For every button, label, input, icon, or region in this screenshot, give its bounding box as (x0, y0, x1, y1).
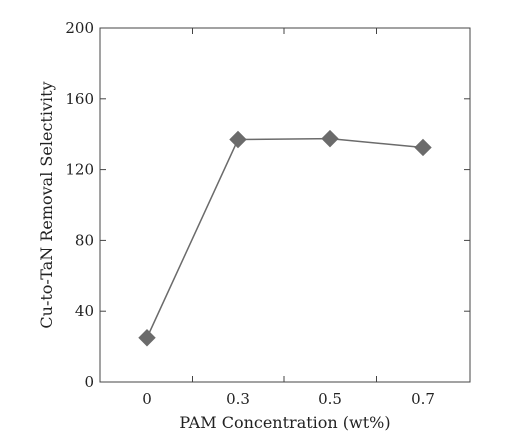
y-tick-label: 0 (84, 373, 94, 391)
data-point-diamond (414, 138, 432, 157)
y-tick-label: 80 (75, 231, 94, 249)
series-line (146, 137, 424, 339)
x-tick-label: 0.5 (318, 390, 342, 408)
y-tick-label: 200 (65, 19, 94, 37)
series-layer (138, 129, 432, 347)
x-axis-label: PAM Concentration (wt%) (179, 413, 390, 432)
y-tick-label: 40 (75, 302, 94, 320)
x-axis: 0 0.3 0.5 0.7 (142, 28, 435, 408)
x-tick-label: 0.3 (226, 390, 250, 408)
y-tick-label: 160 (65, 90, 94, 108)
y-tick-label: 120 (65, 161, 94, 179)
x-tick-label: 0.7 (411, 390, 435, 408)
data-point-diamond (229, 130, 247, 149)
data-point-diamond (321, 129, 339, 148)
y-axis: 0 40 80 120 160 200 (65, 19, 470, 391)
data-point-diamond (138, 329, 156, 347)
plot-frame (99, 27, 471, 383)
x-tick-label: 0 (142, 390, 152, 408)
y-axis-label: Cu-to-TaN Removal Selectivity (37, 81, 56, 328)
